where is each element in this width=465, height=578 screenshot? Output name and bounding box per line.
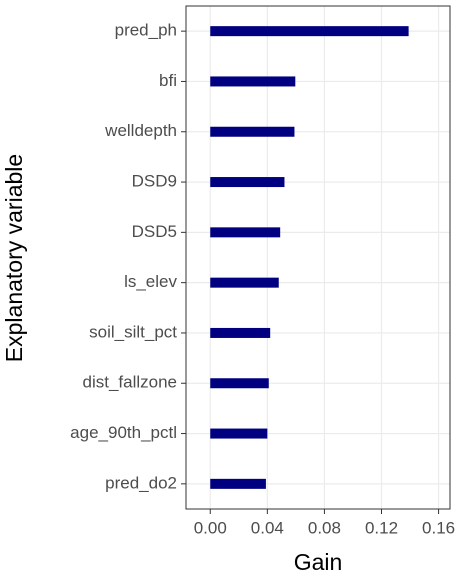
y-tick-label: dist_fallzone: [82, 373, 177, 392]
x-tick-label: 0.12: [365, 518, 398, 537]
bar: [210, 478, 266, 489]
y-tick-label: ls_elev: [124, 272, 177, 291]
bar: [210, 227, 281, 238]
bar: [210, 177, 285, 188]
y-tick-label: welldepth: [104, 121, 177, 140]
y-tick-label: pred_do2: [105, 473, 177, 492]
x-tick-label: 0.08: [308, 518, 341, 537]
bar: [210, 378, 269, 389]
bar: [210, 277, 279, 288]
bar: [210, 26, 409, 37]
y-tick-label: bfi: [159, 71, 177, 90]
bar: [210, 126, 295, 137]
y-tick-label: DSD9: [132, 172, 177, 191]
y-tick-label: age_90th_pctl: [70, 423, 177, 442]
panel-border: [185, 5, 451, 510]
bar: [210, 428, 268, 439]
x-axis-title: Gain: [294, 549, 343, 575]
x-tick-label: 0.04: [251, 518, 284, 537]
bar: [210, 327, 271, 338]
bar: [210, 76, 296, 87]
y-axis-title: Explanatory variable: [1, 154, 27, 362]
x-tick-label: 0.00: [194, 518, 227, 537]
y-tick-label: DSD5: [132, 222, 177, 241]
y-tick-label: pred_ph: [115, 21, 177, 40]
x-tick-label: 0.16: [422, 518, 455, 537]
y-tick-label: soil_silt_pct: [89, 322, 177, 341]
